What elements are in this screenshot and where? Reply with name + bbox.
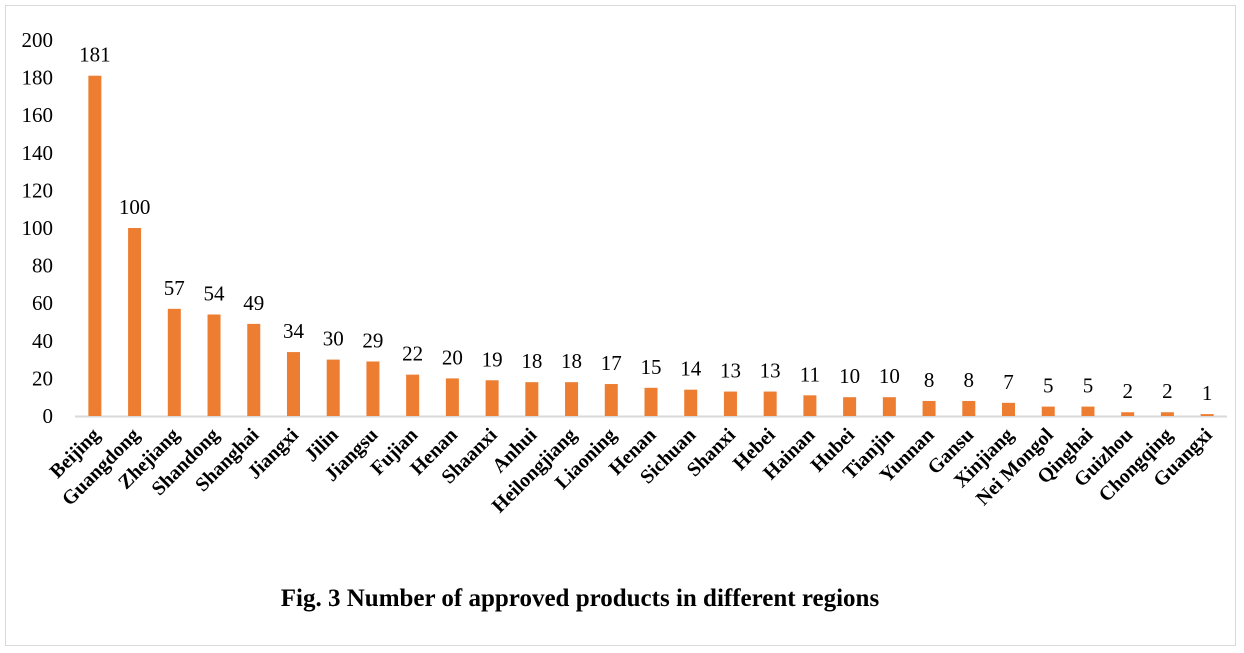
bar bbox=[286, 352, 300, 416]
bar bbox=[525, 382, 539, 416]
y-tick-label: 100 bbox=[22, 216, 54, 240]
bar bbox=[1160, 412, 1174, 416]
y-tick-label: 40 bbox=[32, 329, 53, 353]
y-tick-label: 160 bbox=[22, 103, 54, 127]
bar bbox=[882, 397, 896, 416]
bar bbox=[445, 378, 459, 416]
bar bbox=[326, 359, 340, 416]
data-label: 34 bbox=[283, 319, 305, 343]
y-tick-label: 180 bbox=[22, 66, 54, 90]
data-label: 18 bbox=[561, 349, 582, 373]
data-label: 54 bbox=[204, 281, 226, 305]
data-label: 15 bbox=[641, 355, 662, 379]
data-label: 22 bbox=[402, 342, 423, 366]
bar bbox=[604, 384, 618, 416]
bar bbox=[803, 395, 817, 416]
data-label: 13 bbox=[720, 359, 741, 383]
y-tick-label: 120 bbox=[22, 178, 54, 202]
bar bbox=[406, 374, 420, 416]
bar bbox=[922, 400, 936, 416]
bar bbox=[644, 387, 658, 416]
bar bbox=[207, 314, 221, 416]
data-label: 17 bbox=[601, 351, 622, 375]
data-label: 181 bbox=[79, 43, 111, 67]
data-label: 1 bbox=[1202, 381, 1213, 405]
bar bbox=[1002, 402, 1016, 416]
bar bbox=[366, 361, 380, 416]
bar bbox=[565, 382, 579, 416]
data-label: 19 bbox=[482, 347, 503, 371]
data-label: 2 bbox=[1122, 379, 1133, 403]
bar bbox=[1200, 414, 1214, 416]
bar bbox=[247, 323, 261, 416]
y-tick-label: 80 bbox=[32, 254, 53, 278]
data-label: 14 bbox=[680, 357, 702, 381]
data-label: 57 bbox=[164, 276, 185, 300]
bar bbox=[1121, 412, 1135, 416]
y-tick-label: 140 bbox=[22, 141, 54, 165]
data-label: 49 bbox=[243, 291, 264, 315]
data-label: 5 bbox=[1043, 374, 1054, 398]
bar bbox=[723, 391, 737, 416]
data-label: 10 bbox=[839, 364, 860, 388]
bar bbox=[485, 380, 499, 416]
bar bbox=[167, 308, 181, 416]
y-tick-label: 60 bbox=[32, 291, 53, 315]
data-label: 13 bbox=[760, 359, 781, 383]
bar bbox=[962, 400, 976, 416]
bar bbox=[684, 389, 698, 416]
data-label: 10 bbox=[879, 364, 900, 388]
figure-border bbox=[5, 5, 1236, 646]
y-tick-label: 20 bbox=[32, 366, 53, 390]
data-label: 8 bbox=[964, 368, 975, 392]
data-label: 11 bbox=[800, 362, 820, 386]
data-label: 8 bbox=[924, 368, 935, 392]
data-label: 2 bbox=[1162, 379, 1173, 403]
bar bbox=[843, 397, 857, 416]
y-tick-label: 0 bbox=[43, 404, 54, 428]
data-label: 30 bbox=[323, 327, 344, 351]
data-label: 100 bbox=[119, 195, 151, 219]
bar bbox=[1041, 406, 1055, 416]
data-label: 29 bbox=[362, 328, 383, 352]
chart-title: Fig. 3 Number of approved products in di… bbox=[280, 585, 880, 612]
data-label: 5 bbox=[1083, 374, 1094, 398]
y-tick-label: 200 bbox=[22, 28, 54, 52]
data-label: 7 bbox=[1003, 370, 1014, 394]
bar bbox=[128, 228, 142, 416]
bar bbox=[1081, 406, 1095, 416]
bar bbox=[763, 391, 777, 416]
bar bbox=[88, 75, 102, 416]
data-label: 20 bbox=[442, 345, 463, 369]
data-label: 18 bbox=[521, 349, 542, 373]
